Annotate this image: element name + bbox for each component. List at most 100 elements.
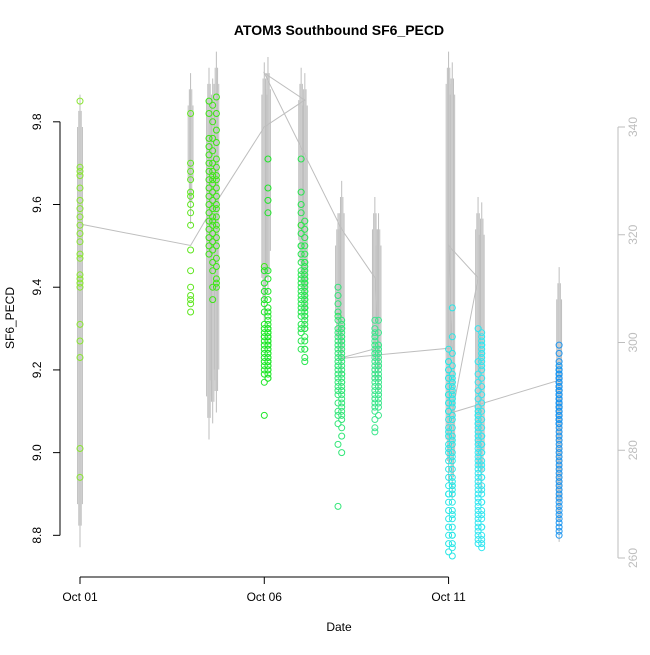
data-point bbox=[478, 523, 486, 531]
data-point bbox=[474, 482, 482, 490]
data-point bbox=[474, 411, 482, 419]
data-point bbox=[474, 527, 482, 535]
data-point bbox=[334, 345, 342, 353]
data-point bbox=[338, 416, 346, 423]
data-point bbox=[297, 304, 305, 312]
data-point bbox=[334, 337, 342, 345]
data-point bbox=[555, 523, 563, 531]
data-point bbox=[371, 370, 379, 378]
data-point bbox=[478, 391, 486, 399]
data-point bbox=[474, 395, 482, 403]
data-point bbox=[478, 507, 486, 514]
data-point bbox=[264, 275, 272, 283]
data-point bbox=[474, 440, 482, 448]
data-point bbox=[187, 221, 195, 229]
data-point bbox=[334, 325, 342, 333]
data-point bbox=[338, 345, 346, 353]
data-point bbox=[212, 275, 220, 283]
x-tick-label: Oct 11 bbox=[431, 590, 466, 604]
data-point bbox=[338, 449, 346, 457]
data-point bbox=[448, 531, 456, 539]
data-point bbox=[297, 279, 305, 287]
data-point bbox=[301, 217, 309, 225]
data-point bbox=[187, 110, 195, 117]
data-point bbox=[76, 238, 84, 246]
data-point bbox=[555, 461, 563, 469]
data-point bbox=[555, 407, 563, 415]
data-point bbox=[260, 300, 268, 308]
data-point bbox=[338, 362, 346, 370]
data-point bbox=[76, 254, 84, 262]
x-tick-label: Oct 01 bbox=[62, 590, 98, 604]
data-point bbox=[555, 416, 563, 423]
data-point bbox=[260, 337, 268, 345]
data-point bbox=[334, 329, 342, 337]
data-point bbox=[301, 275, 309, 283]
data-point bbox=[448, 465, 456, 473]
data-point bbox=[76, 473, 84, 481]
data-point bbox=[301, 354, 309, 361]
data-point bbox=[209, 196, 217, 204]
data-point bbox=[375, 391, 382, 399]
data-point bbox=[260, 263, 268, 270]
data-point bbox=[205, 217, 213, 225]
data-point bbox=[260, 325, 268, 333]
data-point bbox=[260, 358, 268, 366]
data-point bbox=[301, 271, 309, 279]
data-point bbox=[474, 531, 482, 539]
data-point bbox=[205, 151, 213, 159]
data-point bbox=[371, 358, 379, 366]
data-point bbox=[555, 362, 563, 370]
data-point bbox=[301, 292, 309, 299]
data-point bbox=[264, 329, 272, 337]
data-point bbox=[334, 374, 342, 382]
data-point bbox=[445, 498, 453, 506]
data-point bbox=[297, 292, 305, 299]
data-point bbox=[212, 126, 220, 134]
data-point bbox=[474, 498, 482, 506]
data-point bbox=[445, 531, 453, 539]
data-point bbox=[205, 159, 213, 167]
data-point bbox=[371, 403, 379, 411]
data-point bbox=[555, 387, 563, 395]
data-point bbox=[375, 370, 382, 378]
data-point bbox=[187, 201, 195, 208]
data-point bbox=[205, 143, 213, 151]
data-point bbox=[76, 184, 84, 192]
data-point bbox=[297, 312, 305, 320]
data-point bbox=[371, 337, 379, 345]
data-point bbox=[555, 424, 563, 432]
data-point bbox=[445, 449, 453, 457]
data-point bbox=[187, 209, 195, 217]
data-point bbox=[297, 325, 305, 333]
data-point bbox=[474, 469, 482, 477]
data-point bbox=[264, 296, 272, 304]
data-point bbox=[448, 511, 456, 519]
data-point bbox=[205, 97, 213, 105]
data-point bbox=[371, 383, 379, 390]
data-point bbox=[264, 304, 272, 312]
data-point bbox=[371, 374, 379, 382]
data-point bbox=[375, 411, 382, 419]
y-axis-label: SF6_PECD bbox=[3, 287, 17, 349]
data-point bbox=[474, 494, 482, 502]
data-point bbox=[212, 184, 220, 192]
data-point bbox=[478, 515, 486, 523]
data-point bbox=[478, 531, 486, 539]
data-point bbox=[474, 486, 482, 494]
data-point bbox=[264, 345, 272, 353]
data-point bbox=[264, 333, 272, 341]
data-point bbox=[338, 374, 346, 382]
data-point bbox=[264, 362, 272, 370]
data-point bbox=[375, 362, 382, 370]
data-point bbox=[76, 163, 84, 171]
data-point bbox=[448, 457, 456, 465]
data-point bbox=[448, 507, 456, 514]
data-point bbox=[478, 498, 486, 506]
data-point bbox=[76, 445, 84, 452]
data-point bbox=[555, 358, 563, 366]
data-point bbox=[297, 275, 305, 283]
data-point bbox=[478, 333, 486, 341]
data-point bbox=[205, 192, 213, 200]
data-point bbox=[555, 411, 563, 419]
